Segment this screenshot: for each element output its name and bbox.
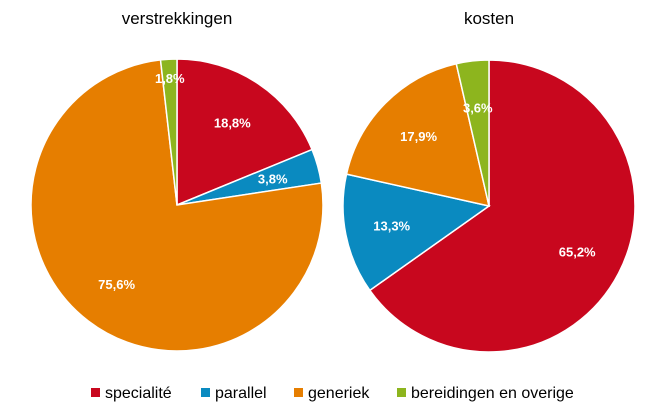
legend-swatch-specialite	[91, 388, 100, 397]
pie-verstrekkingen: 18,8% 3,8% 75,6% 1,8%	[30, 58, 324, 352]
slice-label-kosten-bereidingen-en-overige: 3,6%	[463, 100, 493, 115]
chart-title-kosten: kosten	[464, 9, 514, 28]
slice-kosten-specialite	[368, 59, 636, 353]
pie-kosten: 65,2% 13,3% 17,9% 3,6%	[342, 59, 636, 353]
slice-verstrekkingen-specialite	[176, 58, 314, 207]
slice-label-kosten-specialite: 65,2%	[559, 245, 596, 260]
slice-kosten-bereidingen-en-overige	[455, 59, 490, 207]
slice-label-verstrekkingen-bereidingen-en-overige: 1,8%	[155, 71, 185, 86]
pie-chart-verstrekkingen: verstrekkingen 18,8% 3,8% 75,6% 1,8%	[30, 9, 324, 352]
legend-swatch-parallel	[201, 388, 210, 397]
legend-label-generiek: generiek	[308, 385, 370, 402]
legend-swatch-bereidingen-en-overige	[397, 388, 406, 397]
legend-label-bereidingen-en-overige: bereidingen en overige	[411, 385, 574, 402]
slice-label-verstrekkingen-specialite: 18,8%	[214, 116, 251, 131]
chart-title-verstrekkingen: verstrekkingen	[122, 9, 233, 28]
legend-label-specialite: specialité	[105, 385, 172, 402]
legend: specialité parallel generiek bereidingen en…	[91, 385, 574, 402]
slice-verstrekkingen-bereidingen-en-overige	[159, 58, 178, 206]
slice-label-verstrekkingen-parallel: 3,8%	[258, 172, 288, 187]
legend-label-parallel: parallel	[215, 385, 267, 402]
slice-label-verstrekkingen-generiek: 75,6%	[98, 277, 135, 292]
pie-chart-kosten: kosten 65,2% 13,3% 17,9% 3,6%	[342, 9, 636, 353]
slice-label-kosten-generiek: 17,9%	[400, 129, 437, 144]
legend-swatch-generiek	[294, 388, 303, 397]
slice-kosten-parallel	[342, 173, 491, 292]
slice-label-kosten-parallel: 13,3%	[373, 219, 410, 234]
slice-kosten-generiek	[345, 62, 490, 207]
slice-verstrekkingen-generiek	[30, 59, 324, 352]
